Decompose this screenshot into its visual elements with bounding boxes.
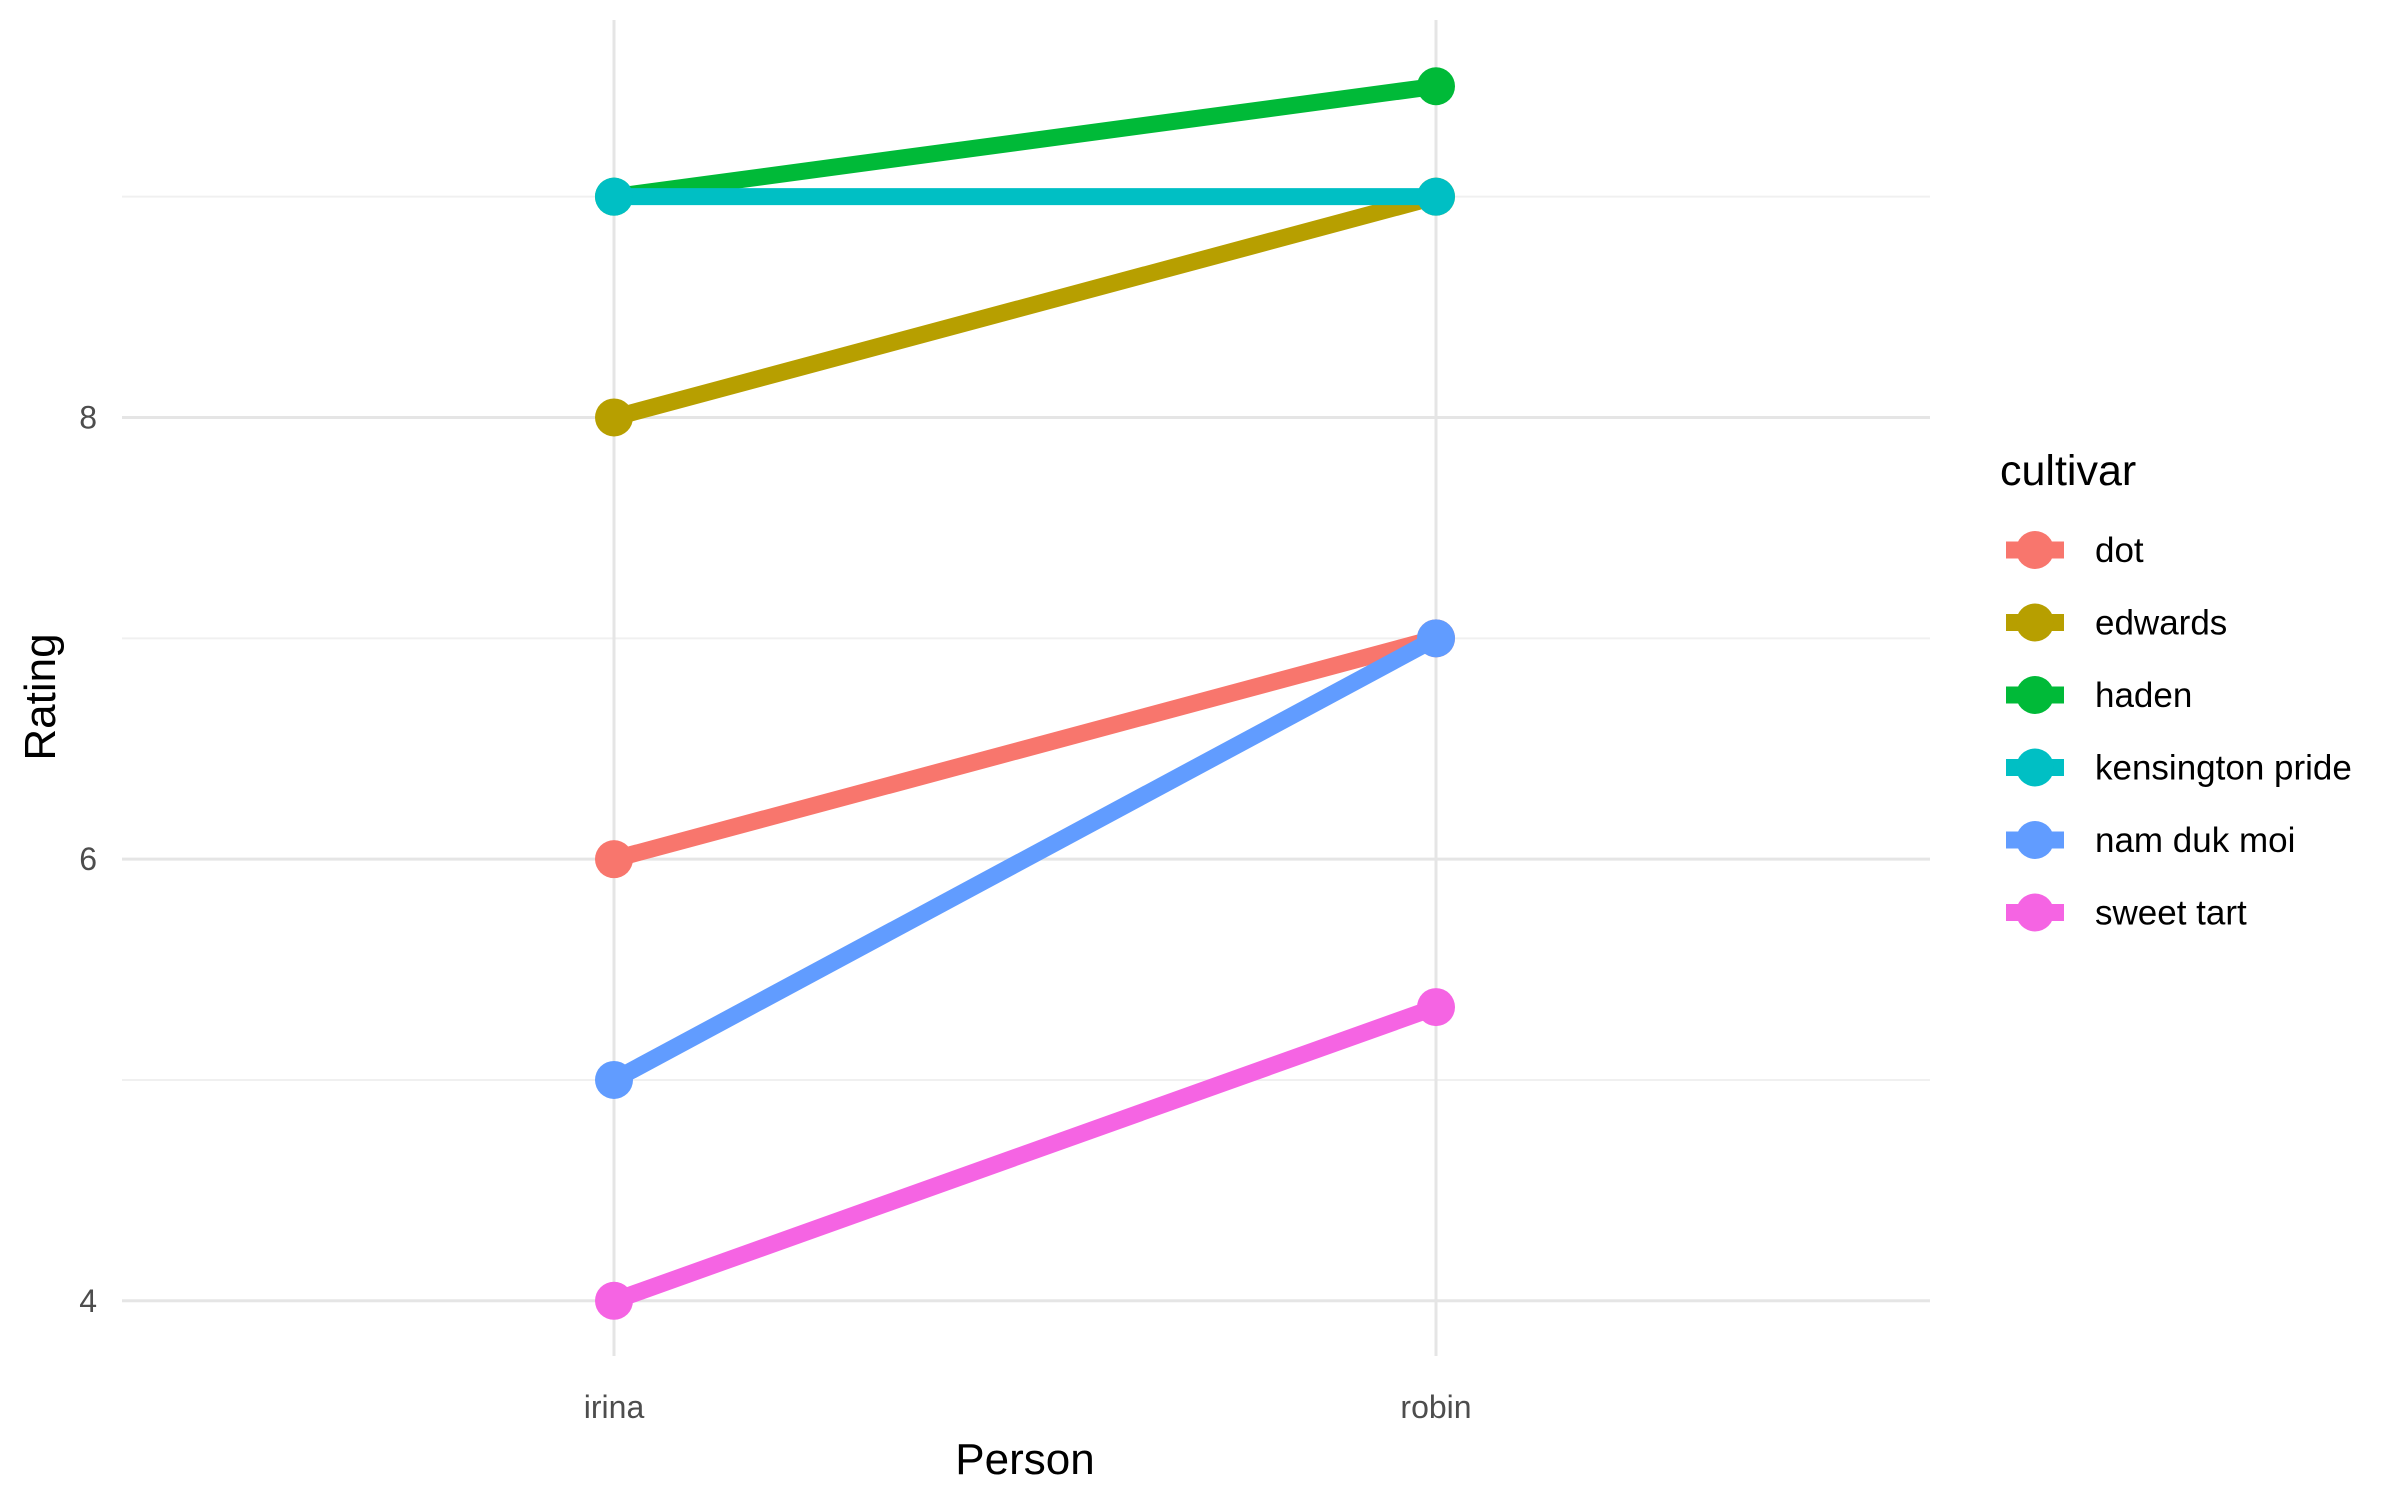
legend-label: sweet tart — [2095, 894, 2247, 933]
legend-label: dot — [2095, 531, 2144, 570]
legend-item: dot — [2006, 531, 2144, 570]
series-edwards — [595, 177, 1455, 437]
data-point — [1417, 177, 1455, 216]
y-tick-labels: 4 6 8 — [79, 399, 97, 1318]
legend: cultivar dot edwards haden kensington pride… — [2000, 447, 2352, 933]
legend-key-point — [2016, 603, 2054, 642]
series-line — [612, 77, 1438, 206]
series-dot — [595, 619, 1455, 879]
legend-item: sweet tart — [2006, 893, 2247, 933]
data-point — [595, 1060, 633, 1099]
data-point — [595, 398, 633, 437]
legend-label: edwards — [2095, 604, 2227, 643]
series-nam-duk-moi — [595, 619, 1455, 1099]
x-tick-label: robin — [1400, 1389, 1471, 1425]
legend-label: kensington pride — [2095, 749, 2352, 788]
x-tick-label: irina — [584, 1389, 645, 1425]
data-point — [1417, 988, 1455, 1027]
legend-key-point — [2016, 821, 2054, 859]
legend-key-point — [2016, 676, 2054, 714]
legend-item: haden — [2006, 676, 2192, 715]
data-point — [595, 840, 633, 879]
y-tick-label: 6 — [79, 841, 97, 877]
series-kensington-pride — [595, 177, 1455, 216]
data-point — [595, 177, 633, 216]
data-point — [1417, 67, 1455, 106]
legend-item: kensington pride — [2006, 748, 2352, 788]
legend-item: nam duk moi — [2006, 821, 2295, 860]
legend-key-point — [2016, 531, 2054, 569]
x-axis-title: Person — [955, 1435, 1094, 1484]
legend-items: dot edwards haden kensington pride nam duk m… — [2006, 531, 2352, 933]
y-tick-label: 4 — [79, 1283, 97, 1319]
series-line — [611, 188, 1439, 426]
series-layer — [595, 67, 1455, 1320]
series-sweet-tart — [595, 988, 1455, 1320]
x-tick-labels: irina robin — [584, 1389, 1472, 1425]
data-point — [595, 1281, 633, 1320]
legend-key-point — [2016, 893, 2054, 932]
legend-label: haden — [2095, 676, 2192, 715]
legend-title: cultivar — [2000, 447, 2136, 495]
legend-label: nam duk moi — [2095, 821, 2295, 860]
legend-item: edwards — [2006, 603, 2227, 643]
series-line — [611, 630, 1439, 868]
series-line — [609, 630, 1441, 1088]
y-tick-label: 8 — [79, 399, 97, 435]
series-line — [611, 999, 1439, 1309]
legend-key-point — [2016, 748, 2054, 787]
y-axis-title: Rating — [16, 633, 65, 760]
data-point — [1417, 619, 1455, 658]
